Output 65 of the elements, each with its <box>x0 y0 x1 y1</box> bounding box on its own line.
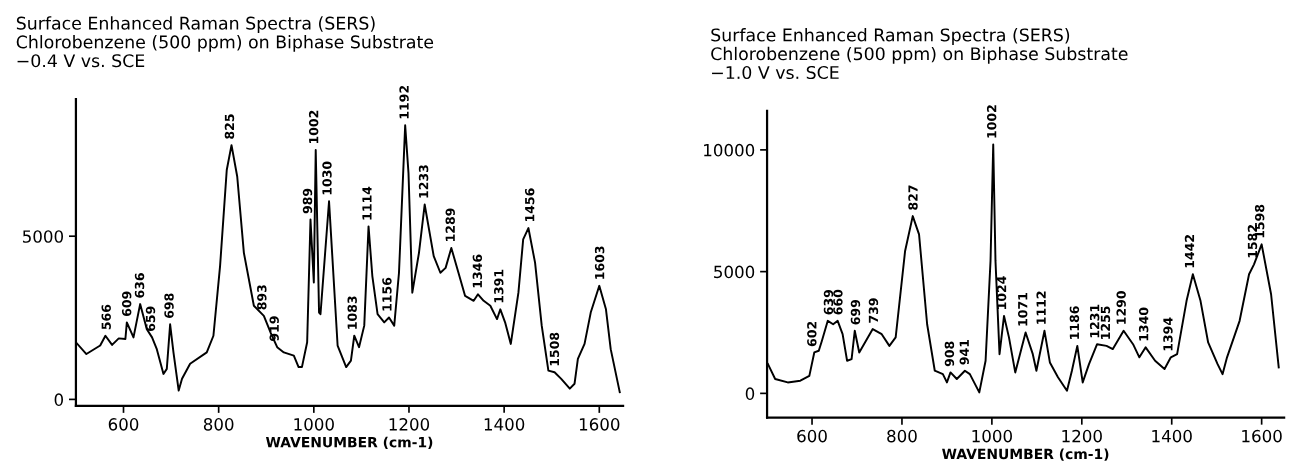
annotation: 1156 <box>382 277 392 311</box>
annotation: 739 <box>868 298 879 323</box>
x-tick-label: 800 <box>203 418 234 431</box>
annotation: 1582 <box>1247 225 1258 258</box>
x-tick-label: 600 <box>108 418 139 431</box>
annotation: 566 <box>101 304 111 330</box>
x-tick-label: 1200 <box>1062 429 1102 443</box>
annotation: 919 <box>269 316 279 341</box>
x-tick-label: 1400 <box>484 418 525 431</box>
x-tick-label: 1600 <box>579 418 620 431</box>
annotation: 1231 <box>1089 304 1100 338</box>
x-axis-title: WAVENUMBER (cm-1) <box>265 436 433 450</box>
annotation: 1024 <box>996 276 1007 309</box>
x-tick-label: 1000 <box>972 429 1012 443</box>
annotation: 989 <box>302 188 313 214</box>
annotation: 699 <box>850 299 861 325</box>
annotation: 1255 <box>1100 306 1111 339</box>
annotation: 1508 <box>549 332 560 366</box>
annotation: 1391 <box>494 269 504 303</box>
x-tick-label: 800 <box>887 429 917 443</box>
annotation: 1289 <box>445 208 455 241</box>
x-tick-label: 600 <box>797 429 827 443</box>
annotation: 908 <box>944 341 955 367</box>
y-tick-label: 10000 <box>704 143 755 157</box>
annotation: 1442 <box>1184 235 1195 268</box>
chart-subtitle: Chlorobenzene (500 ppm) on Biphase Substrate −0.4 V vs. SCE <box>16 35 434 68</box>
annotation: 1290 <box>1116 291 1126 324</box>
annotation: 827 <box>908 185 918 210</box>
annotation: 1456 <box>524 188 535 222</box>
x-tick-label: 1000 <box>294 418 334 431</box>
y-tick-label: 5000 <box>714 265 755 279</box>
annotation: 1394 <box>1163 317 1173 351</box>
x-tick-label: 1400 <box>1152 429 1192 443</box>
annotation: 1002 <box>986 105 997 138</box>
annotation: 825 <box>224 114 235 139</box>
annotation: 1346 <box>472 254 483 288</box>
y-tick-label: 5000 <box>22 230 64 243</box>
chart-subtitle: Chlorobenzene (500 ppm) on Biphase Substrate −1.0 V vs. SCE <box>711 46 1128 80</box>
annotation: 1603 <box>594 246 605 279</box>
annotation: 1002 <box>308 110 319 144</box>
annotation: 602 <box>807 321 817 347</box>
annotation: 1114 <box>362 186 372 220</box>
annotation: 1030 <box>322 161 332 195</box>
annotation: 1071 <box>1017 293 1028 326</box>
annotation: 609 <box>121 291 132 317</box>
x-tick-label: 1600 <box>1242 429 1282 443</box>
y-tick-label: 0 <box>745 387 755 400</box>
annotation: 1083 <box>347 296 357 329</box>
annotation: 1112 <box>1036 291 1046 324</box>
annotation: 659 <box>145 306 156 332</box>
x-axis-title: WAVENUMBER (cm-1) <box>942 448 1109 461</box>
chart-title: Surface Enhanced Raman Spectra (SERS) <box>711 28 1070 45</box>
annotation: 893 <box>257 285 267 310</box>
annotation: 1233 <box>418 165 429 198</box>
annotation: 1186 <box>1069 306 1080 339</box>
x-tick-label: 1200 <box>389 418 430 431</box>
annotation: 660 <box>833 289 843 315</box>
y-tick-label: 0 <box>54 393 64 406</box>
chart-title: Surface Enhanced Raman Spectra (SERS) <box>16 16 375 34</box>
annotation: 1192 <box>399 85 409 119</box>
annotation: 639 <box>823 289 834 315</box>
annotation: 941 <box>959 339 969 365</box>
annotation: 1340 <box>1138 307 1149 341</box>
annotation: 698 <box>164 293 174 318</box>
annotation: 636 <box>134 273 145 298</box>
